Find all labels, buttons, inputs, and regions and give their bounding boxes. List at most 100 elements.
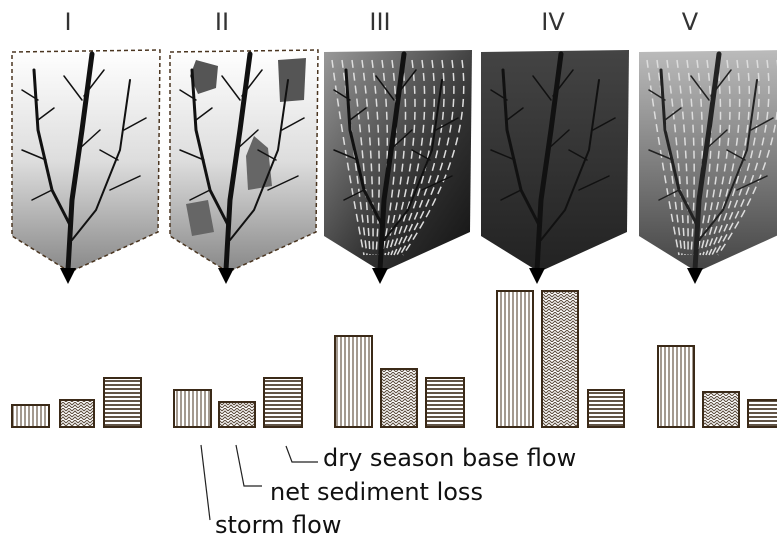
branch [490,89,508,101]
branch [710,69,732,97]
legend-label: net sediment loss [270,478,483,506]
storm-flow-bar [496,290,534,428]
streak [717,60,777,256]
outlet-arrow [60,268,76,284]
branch [704,129,728,151]
branch [37,107,55,121]
legend-label: storm flow [215,511,341,538]
legend-label: dry season base flow [323,444,576,472]
storm-flow-bar [334,335,373,428]
tributary [383,79,443,241]
base-flow-bar [103,377,142,428]
streak [396,59,445,256]
branch [736,175,768,191]
outlet-arrow [687,268,703,284]
branch [83,69,105,97]
branch [63,75,83,101]
branch [690,75,710,101]
branch [411,149,431,161]
branch [421,175,453,191]
branch [506,107,524,121]
storm-flow-bar [657,345,695,428]
tributary [698,79,758,241]
base-flow-bar [747,399,777,428]
branch [241,69,263,97]
branch [343,189,365,201]
sediment-bar [380,368,418,428]
catchment [11,49,161,284]
stage-label: V [682,8,699,36]
base-flow-bar [425,377,465,428]
patch [278,58,306,102]
outlet-arrow [529,268,545,284]
streak [702,59,731,256]
branch [179,149,205,161]
branch [333,149,359,161]
catchments [11,49,777,284]
streak [686,59,695,256]
outlet-arrow [372,268,388,284]
branch [31,189,53,201]
branch [375,75,395,101]
branch [578,175,610,191]
branch [235,129,259,151]
storm-flow-bar [11,404,50,428]
branch [21,89,39,101]
branch [77,129,101,151]
leader-lines [200,444,318,521]
branch [568,149,588,161]
stage-label: III [369,8,390,36]
branch [648,89,666,101]
branch [726,149,746,161]
streak [351,59,371,256]
branch [750,117,774,131]
stage-label: I [64,8,71,36]
tributary [540,79,600,241]
patch [190,60,218,94]
branch [664,107,682,121]
branch [500,189,522,201]
sediment-bar [541,290,579,428]
branch [592,117,616,131]
branch [658,189,680,201]
streak [331,59,365,256]
branch [490,149,516,161]
catchment [169,49,319,284]
bars [11,290,777,428]
sediment-bar [702,391,740,428]
branch [257,149,277,161]
streak [361,59,374,256]
catchment-outline [481,50,629,272]
patch [186,200,214,236]
branch [395,69,417,97]
catchment-outline [11,49,161,273]
streak [666,59,686,256]
stage-label: IV [541,8,565,36]
branch [221,75,241,101]
branch [195,107,213,121]
branch [532,75,552,101]
branch [648,149,674,161]
streak [399,59,455,256]
base-flow-bar [587,389,625,428]
outlet-arrow [218,268,234,284]
streak [676,59,689,256]
branch [349,107,367,121]
catchment [324,50,472,284]
streak [393,59,436,256]
stage-label: II [215,8,229,36]
streak [708,59,751,256]
sediment-bar [218,401,256,428]
branch [189,189,211,201]
streak [381,59,397,256]
branch [435,117,459,131]
sediment-bar [59,399,95,428]
branch [333,89,351,101]
streak [711,59,760,256]
base-flow-bar [263,377,303,428]
streak [371,59,380,256]
branch [281,117,305,131]
streak [387,59,416,256]
